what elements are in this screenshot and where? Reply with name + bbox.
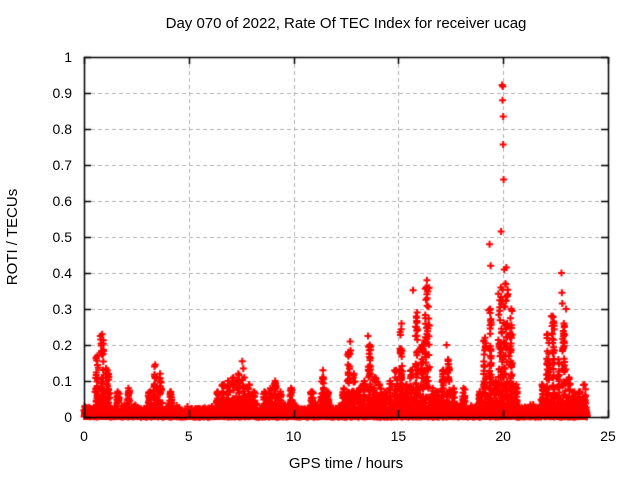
- y-tick-label: 0.5: [52, 229, 72, 245]
- y-tick-label: 0.7: [52, 157, 72, 173]
- x-tick-label: 20: [495, 428, 511, 444]
- x-axis-label: GPS time / hours: [288, 455, 404, 472]
- y-tick-label: 0: [64, 409, 72, 425]
- x-tick-label: 5: [184, 428, 193, 444]
- x-tick-label: 25: [600, 428, 616, 444]
- x-tick-label: 10: [285, 428, 302, 444]
- y-tick-label: 1: [64, 49, 72, 65]
- chart-title: Day 070 of 2022, Rate Of TEC Index for r…: [165, 15, 527, 32]
- y-tick-label: 0.1: [52, 373, 72, 389]
- x-tick-label: 15: [390, 428, 407, 444]
- y-tick-label: 0.6: [52, 193, 72, 209]
- y-tick-label: 0.8: [52, 121, 72, 137]
- y-tick-label: 0.2: [52, 337, 72, 353]
- x-tick-label: 0: [80, 428, 88, 444]
- y-tick-label: 0.4: [52, 265, 72, 281]
- y-tick-label: 0.9: [52, 85, 72, 101]
- y-tick-label: 0.3: [52, 301, 72, 317]
